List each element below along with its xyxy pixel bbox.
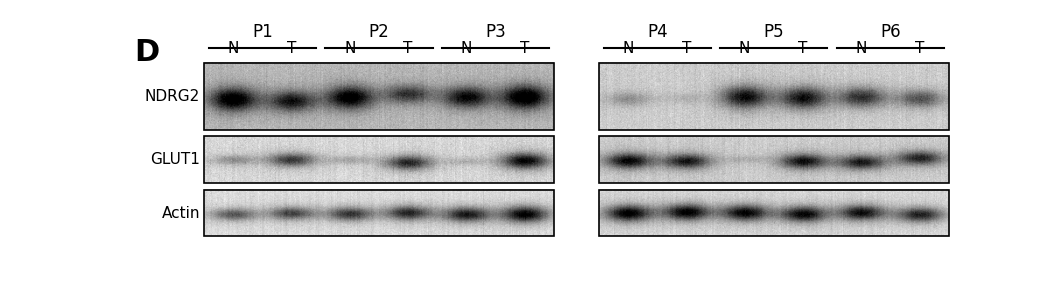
Bar xyxy=(204,137,554,183)
Text: P6: P6 xyxy=(880,23,901,41)
Text: P2: P2 xyxy=(369,23,390,41)
Text: D: D xyxy=(134,38,159,67)
Text: T: T xyxy=(798,41,808,56)
Text: N: N xyxy=(344,41,356,56)
Text: N: N xyxy=(227,41,239,56)
Text: T: T xyxy=(520,41,529,56)
Text: N: N xyxy=(622,41,634,56)
Text: GLUT1: GLUT1 xyxy=(150,152,200,167)
Text: N: N xyxy=(739,41,751,56)
Text: T: T xyxy=(403,41,413,56)
Bar xyxy=(599,190,948,236)
Text: P5: P5 xyxy=(763,23,785,41)
Text: N: N xyxy=(460,41,472,56)
Bar xyxy=(599,63,948,130)
Text: P3: P3 xyxy=(485,23,506,41)
Text: N: N xyxy=(855,41,867,56)
Text: NDRG2: NDRG2 xyxy=(145,89,200,104)
Bar xyxy=(204,63,554,130)
Bar xyxy=(599,137,948,183)
Text: P1: P1 xyxy=(252,23,272,41)
Bar xyxy=(204,190,554,236)
Text: T: T xyxy=(914,41,924,56)
Text: Actin: Actin xyxy=(162,206,200,221)
Text: T: T xyxy=(287,41,296,56)
Text: T: T xyxy=(682,41,691,56)
Text: P4: P4 xyxy=(647,23,667,41)
